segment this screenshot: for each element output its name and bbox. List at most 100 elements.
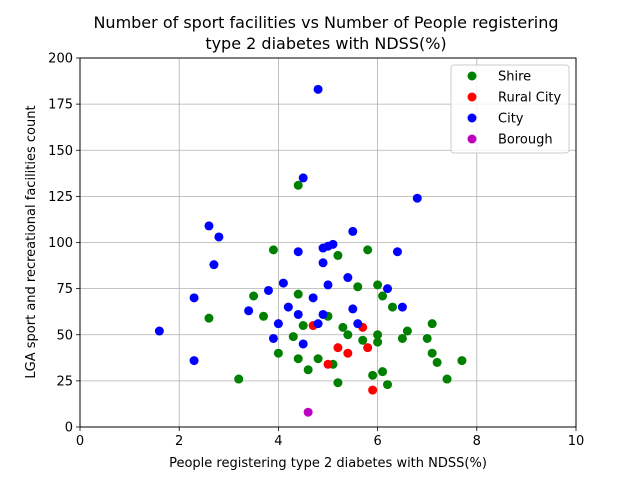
data-point-city (293, 247, 303, 257)
data-point-city (323, 280, 333, 290)
x-tick-label: 4 (274, 434, 282, 449)
data-point-shire (343, 330, 353, 340)
x-axis-label: People registering type 2 diabetes with … (169, 456, 487, 471)
data-point-city (397, 302, 407, 312)
x-tick-label: 6 (373, 434, 381, 449)
data-point-city (392, 247, 402, 257)
data-point-shire (293, 354, 303, 364)
data-point-shire (378, 291, 388, 301)
data-point-shire (378, 367, 388, 377)
data-point-city (189, 356, 199, 366)
y-tick-label: 75 (56, 282, 73, 297)
legend-marker-borough (467, 134, 477, 144)
data-point-city (318, 258, 328, 268)
data-point-shire (259, 311, 269, 321)
data-point-city (154, 326, 164, 336)
data-point-shire (249, 291, 259, 301)
legend-label-shire: Shire (498, 70, 531, 85)
data-point-city (263, 285, 273, 295)
data-point-shire (363, 245, 373, 255)
data-point-rural-city (323, 359, 333, 369)
legend-label-rural-city: Rural City (498, 91, 562, 106)
data-point-city (293, 309, 303, 319)
y-tick-label: 175 (48, 98, 73, 113)
data-point-shire (387, 302, 397, 312)
data-point-city (328, 239, 338, 249)
data-point-city (298, 339, 308, 349)
data-point-shire (373, 280, 383, 290)
legend-marker-shire (467, 71, 477, 81)
data-point-rural-city (343, 348, 353, 358)
legend-label-borough: Borough (498, 133, 553, 148)
data-point-shire (373, 330, 383, 340)
data-point-city (308, 293, 318, 303)
y-tick-label: 0 (65, 421, 73, 436)
data-point-shire (273, 348, 283, 358)
data-point-city (189, 293, 199, 303)
data-point-city (412, 193, 422, 203)
data-point-shire (358, 335, 368, 345)
data-point-rural-city (363, 343, 373, 353)
data-point-shire (303, 365, 313, 375)
y-tick-label: 100 (48, 236, 73, 251)
y-tick-label: 125 (48, 190, 73, 205)
data-point-shire (333, 250, 343, 260)
data-point-shire (288, 332, 298, 342)
data-point-shire (298, 321, 308, 331)
data-point-city (273, 319, 283, 329)
data-point-shire (427, 348, 437, 358)
data-point-shire (293, 180, 303, 190)
data-point-shire (293, 289, 303, 299)
data-point-shire (373, 337, 383, 347)
data-point-city (278, 278, 288, 288)
data-point-borough (303, 407, 313, 417)
data-point-city (318, 309, 328, 319)
data-point-city (343, 273, 353, 283)
data-point-city (348, 304, 358, 314)
x-tick-label: 2 (175, 434, 183, 449)
legend: Shire Rural City City Borough (450, 64, 570, 154)
data-point-shire (422, 333, 432, 343)
data-point-rural-city (368, 385, 378, 395)
data-point-shire (353, 282, 363, 292)
data-point-shire (427, 319, 437, 329)
legend-marker-city (467, 113, 477, 123)
data-point-shire (368, 370, 378, 380)
data-point-shire (397, 333, 407, 343)
y-tick-label: 150 (48, 144, 73, 159)
data-point-city (313, 319, 323, 329)
legend-box (450, 64, 570, 154)
y-tick-label: 25 (56, 374, 73, 389)
data-point-city (209, 260, 219, 270)
chart-title: Number of sport facilities vs Number of … (93, 13, 558, 53)
legend-marker-rural-city (467, 92, 477, 102)
data-point-city (244, 306, 254, 316)
data-point-shire (383, 380, 393, 390)
data-point-city (214, 232, 224, 242)
y-tick-label: 50 (56, 328, 73, 343)
y-tick-label: 200 (48, 52, 73, 67)
data-point-city (204, 221, 214, 231)
data-point-city (283, 302, 293, 312)
data-point-rural-city (333, 343, 343, 353)
y-axis-label: LGA sport and recreational facilities co… (24, 105, 39, 378)
data-point-shire (457, 356, 467, 366)
data-point-city (348, 226, 358, 236)
data-point-shire (234, 374, 244, 384)
data-points (154, 84, 467, 417)
legend-label-city: City (498, 112, 524, 127)
data-point-shire (442, 374, 452, 384)
data-point-shire (204, 313, 214, 323)
x-tick-label: 8 (473, 434, 481, 449)
data-point-shire (333, 378, 343, 388)
x-tick-label: 0 (76, 434, 84, 449)
data-point-shire (268, 245, 278, 255)
x-tick-label: 10 (568, 434, 585, 449)
data-point-shire (313, 354, 323, 364)
chart-title-line-1: Number of sport facilities vs Number of … (93, 13, 558, 32)
data-point-city (313, 84, 323, 94)
data-point-city (383, 284, 393, 294)
data-point-shire (338, 322, 348, 332)
data-point-shire (432, 357, 442, 367)
